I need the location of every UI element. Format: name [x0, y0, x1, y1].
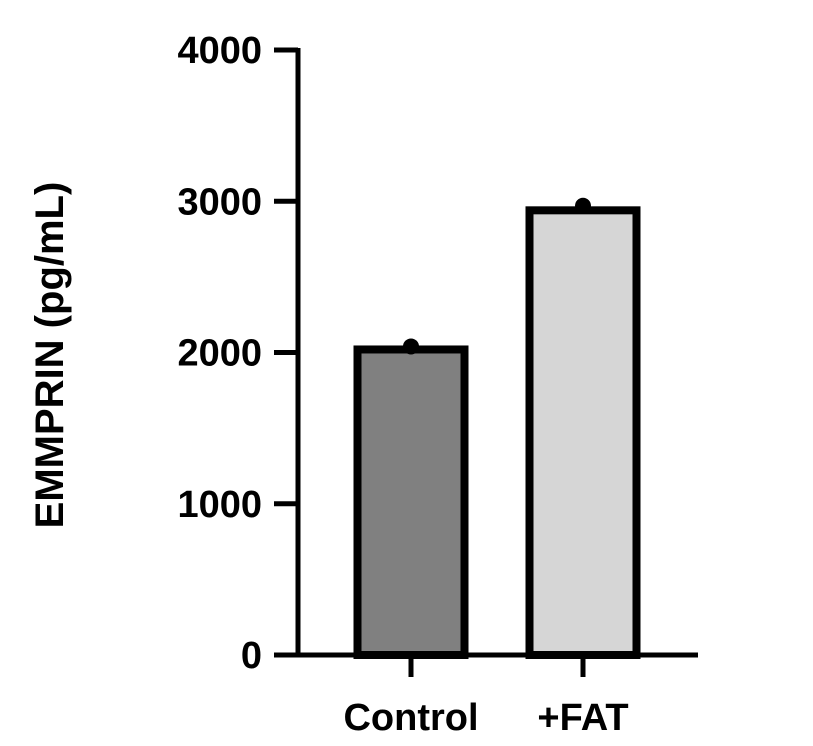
data-point	[575, 197, 591, 214]
data-point	[403, 338, 419, 355]
bar-control	[353, 345, 469, 659]
y-tick-label: 2000	[177, 333, 262, 375]
labels-layer: 0 1000 2000 3000 4000 Control +FAT	[177, 30, 628, 739]
y-axis-title: EMMPRIN (pg/mL)	[28, 182, 72, 529]
axes-layer	[274, 47, 698, 677]
y-tick-label: 4000	[177, 30, 262, 72]
y-tick-label: 1000	[177, 484, 262, 526]
bars-layer	[353, 206, 641, 659]
y-tick-label: 0	[241, 635, 262, 677]
bar-fat	[525, 206, 641, 659]
x-category-label: Control	[343, 697, 478, 739]
y-tick-label: 3000	[177, 181, 262, 223]
points-layer	[403, 197, 591, 355]
x-category-label: +FAT	[537, 697, 628, 739]
